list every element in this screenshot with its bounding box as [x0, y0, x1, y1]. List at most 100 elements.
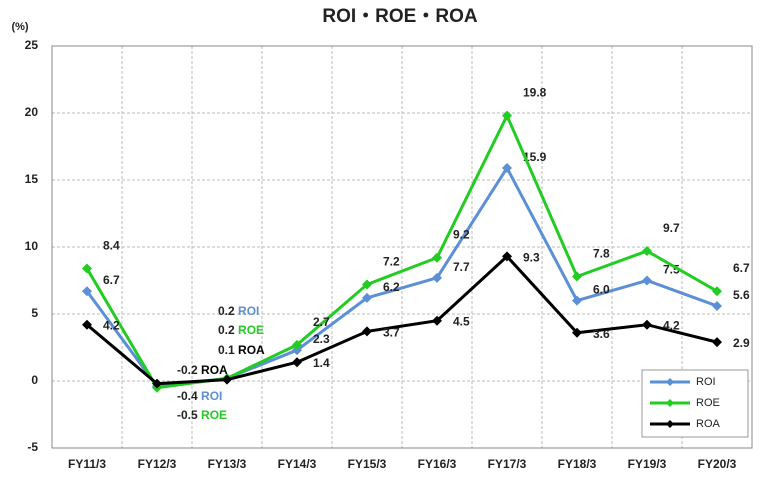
- y-axis-label: (%): [11, 21, 28, 33]
- data-label-value: 3.7: [383, 326, 400, 340]
- data-label: 9.2: [453, 228, 470, 242]
- x-tick-label: FY20/3: [698, 457, 737, 471]
- data-label: 6.7: [103, 273, 120, 287]
- marker: [642, 246, 652, 257]
- x-tick-label: FY14/3: [278, 457, 317, 471]
- marker: [152, 378, 162, 389]
- marker: [432, 315, 442, 326]
- data-label-value: -0.4: [177, 389, 198, 403]
- marker: [362, 292, 372, 303]
- marker: [712, 337, 722, 348]
- data-label: 7.2: [383, 255, 400, 269]
- marker: [712, 300, 722, 311]
- data-label-value: 4.2: [663, 319, 680, 333]
- plot-border: [51, 45, 753, 449]
- data-label-value: 6.0: [593, 283, 610, 297]
- data-label: 8.4: [103, 239, 120, 253]
- data-label-series: ROE: [238, 323, 264, 337]
- data-label-value: -0.2: [177, 363, 198, 377]
- data-label: -0.4 ROI: [177, 389, 222, 403]
- x-tick-label: FY18/3: [558, 457, 597, 471]
- marker: [82, 319, 92, 330]
- data-label-series: ROA: [201, 363, 228, 377]
- marker: [292, 345, 302, 356]
- marker: [502, 162, 512, 173]
- legend-label: ROI: [696, 376, 716, 388]
- data-label-value: 4.2: [103, 319, 120, 333]
- data-label: 4.2: [663, 319, 680, 333]
- marker: [712, 286, 722, 297]
- data-label-value: 1.4: [313, 356, 330, 370]
- x-tick-label: FY15/3: [348, 457, 387, 471]
- data-label: 2.9: [733, 336, 750, 350]
- data-label: 2.7: [313, 315, 330, 329]
- marker: [642, 275, 652, 286]
- data-label: 3.6: [593, 327, 610, 341]
- data-label-value: 7.7: [453, 260, 470, 274]
- data-label-value: 3.6: [593, 327, 610, 341]
- data-label-value: -0.5: [177, 408, 198, 422]
- data-label-series: ROI: [238, 304, 259, 318]
- marker: [572, 295, 582, 306]
- marker: [502, 110, 512, 121]
- x-tick-label: FY12/3: [138, 457, 177, 471]
- data-label: 4.2: [103, 319, 120, 333]
- y-tick-label: 20: [25, 105, 39, 119]
- y-tick-label: 5: [31, 306, 38, 320]
- data-label-series: ROA: [238, 343, 265, 357]
- data-label: 7.7: [453, 260, 470, 274]
- data-label: 6.0: [593, 283, 610, 297]
- marker: [292, 339, 302, 350]
- x-tick-label: FY11/3: [68, 457, 106, 471]
- data-label: 5.6: [733, 288, 750, 302]
- legend-marker: [666, 420, 674, 428]
- marker: [82, 263, 92, 274]
- marker: [572, 271, 582, 282]
- data-label: 4.5: [453, 315, 470, 329]
- data-label-value: 4.5: [453, 315, 470, 329]
- data-label: 0.2 ROE: [218, 323, 264, 337]
- marker: [502, 251, 512, 262]
- data-label-value: 5.6: [733, 288, 750, 302]
- y-tick-label: 15: [25, 172, 39, 186]
- marker: [432, 272, 442, 283]
- data-label-value: 0.1: [218, 343, 235, 357]
- data-label: 9.3: [523, 251, 540, 265]
- marker: [362, 279, 372, 290]
- data-label: 2.3: [313, 332, 330, 346]
- data-label: 3.7: [383, 326, 400, 340]
- data-label-value: 7.2: [383, 255, 400, 269]
- y-tick-label: 0: [31, 373, 38, 387]
- legend-marker: [666, 399, 674, 407]
- y-tick-label: -5: [27, 440, 38, 454]
- data-label-series: ROE: [201, 408, 227, 422]
- data-label: 6.2: [383, 280, 400, 294]
- marker: [432, 252, 442, 263]
- data-label: 15.9: [523, 150, 547, 164]
- data-label-value: 9.7: [663, 221, 680, 235]
- data-label-value: 6.2: [383, 280, 400, 294]
- data-label-value: 6.7: [103, 273, 120, 287]
- data-label: 1.4: [313, 356, 330, 370]
- marker: [572, 327, 582, 338]
- data-label-value: 7.8: [593, 247, 610, 261]
- data-label-value: 8.4: [103, 239, 120, 253]
- data-label: 0.2 ROI: [218, 304, 259, 318]
- marker: [82, 286, 92, 297]
- legend-marker: [666, 378, 674, 386]
- data-label: 19.8: [523, 86, 547, 100]
- marker: [362, 326, 372, 337]
- legend-label: ROE: [696, 397, 720, 409]
- x-tick-label: FY19/3: [628, 457, 667, 471]
- data-label: -0.2 ROA: [177, 363, 228, 377]
- y-tick-label: 10: [25, 239, 39, 253]
- marker: [642, 319, 652, 330]
- data-label-value: 9.3: [523, 251, 540, 265]
- data-label-value: 9.2: [453, 228, 470, 242]
- data-label-value: 0.2: [218, 304, 235, 318]
- data-label-value: 2.3: [313, 332, 330, 346]
- marker: [222, 374, 232, 385]
- data-label-value: 0.2: [218, 323, 235, 337]
- data-label-value: 2.9: [733, 336, 750, 350]
- data-label: 6.7: [733, 261, 750, 275]
